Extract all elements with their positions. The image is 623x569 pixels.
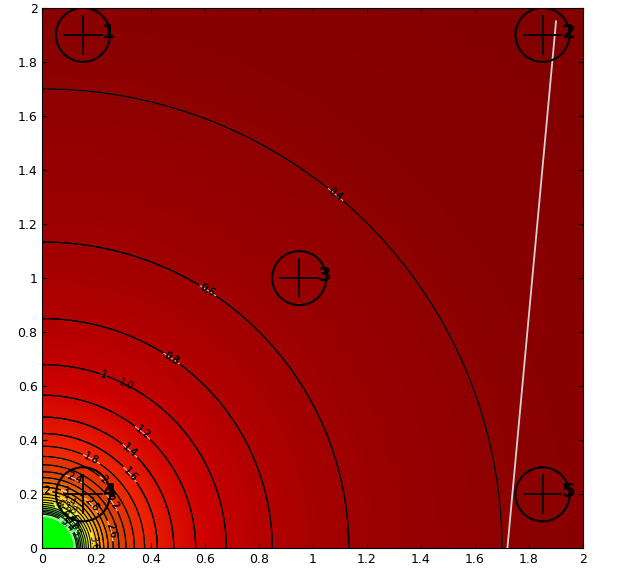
Text: 2.6: 2.6 [104, 522, 118, 540]
Text: 4.4: 4.4 [60, 508, 78, 525]
Text: 4: 4 [54, 500, 62, 511]
Text: 1.4: 1.4 [121, 442, 140, 459]
Text: 5: 5 [561, 482, 575, 501]
Text: 1.2: 1.2 [134, 424, 152, 442]
Text: 3.2: 3.2 [35, 485, 50, 497]
Text: 3.6: 3.6 [87, 534, 100, 551]
Text: 1.6: 1.6 [121, 465, 139, 483]
Text: 1.4: 1.4 [121, 442, 140, 459]
Text: 0.8: 0.8 [163, 350, 181, 366]
Text: 4.8: 4.8 [63, 515, 80, 533]
Text: 2: 2 [98, 473, 109, 485]
Text: 0.8: 0.8 [163, 350, 181, 366]
Text: 2.4: 2.4 [65, 471, 83, 486]
Text: 0.6: 0.6 [199, 282, 217, 299]
Text: 1: 1 [102, 23, 115, 42]
Text: 2.8: 2.8 [82, 496, 100, 514]
Text: 2.2: 2.2 [103, 493, 121, 512]
Text: 3: 3 [60, 486, 70, 497]
Text: 5: 5 [70, 527, 82, 538]
Text: 2: 2 [98, 473, 109, 485]
Text: 4.2: 4.2 [55, 502, 73, 518]
Text: 5.2: 5.2 [59, 515, 77, 533]
Text: 1.6: 1.6 [121, 465, 139, 483]
Text: 1.0: 1.0 [117, 377, 135, 393]
Text: 0.4: 0.4 [326, 186, 345, 203]
Text: 4: 4 [102, 482, 115, 501]
Text: 3.2: 3.2 [35, 485, 50, 497]
Text: 1.4: 1.4 [121, 442, 140, 459]
Text: 1.8: 1.8 [82, 451, 100, 467]
Text: 1.8: 1.8 [82, 451, 100, 467]
Text: 1: 1 [100, 369, 108, 381]
Text: 3.8: 3.8 [60, 500, 79, 517]
Text: 2.6: 2.6 [104, 522, 118, 540]
Text: 1.6: 1.6 [121, 465, 139, 483]
Text: 2.4: 2.4 [65, 471, 83, 486]
Text: 2.8: 2.8 [82, 496, 100, 514]
Text: 2.2: 2.2 [103, 493, 121, 512]
Text: 3: 3 [60, 486, 70, 497]
Text: 0.6: 0.6 [199, 282, 217, 299]
Text: 1.2: 1.2 [134, 424, 152, 442]
Text: 3.4: 3.4 [60, 493, 78, 509]
Text: 4.6: 4.6 [65, 514, 82, 532]
Text: 1.2: 1.2 [134, 424, 152, 442]
Text: 0.4: 0.4 [326, 186, 345, 203]
Text: 0.6: 0.6 [199, 282, 217, 299]
Text: 1: 1 [100, 369, 108, 381]
Text: 3: 3 [318, 266, 331, 285]
Text: 0.8: 0.8 [163, 350, 181, 366]
Text: 2: 2 [561, 23, 575, 42]
Text: 5.4: 5.4 [58, 516, 76, 534]
